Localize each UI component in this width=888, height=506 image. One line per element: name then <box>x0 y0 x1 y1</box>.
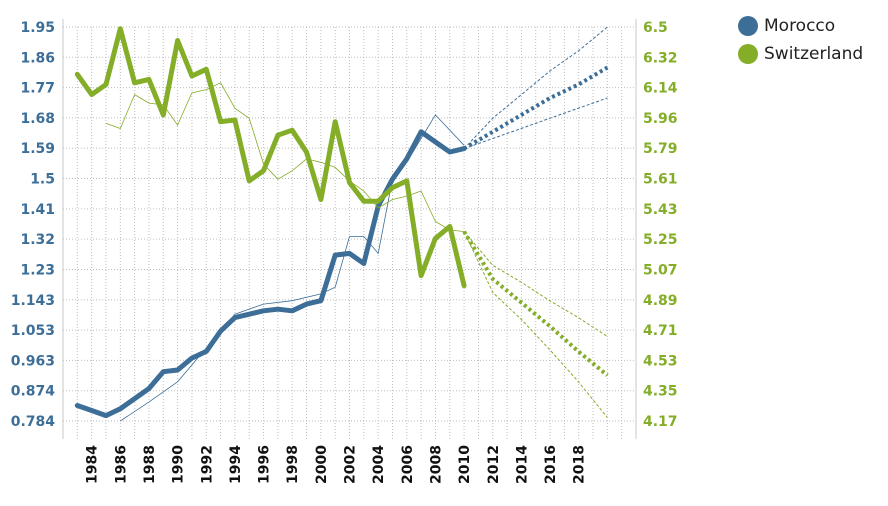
y-right-tick-label: 5.07 <box>643 262 678 278</box>
y-right-tick-label: 5.96 <box>643 111 678 127</box>
x-tick-label: 1994 <box>228 445 244 484</box>
series-layer <box>74 26 609 422</box>
x-tick-label: 2010 <box>457 445 473 484</box>
switzerland-series-line <box>74 26 467 289</box>
y-left-tick-label: 1.59 <box>20 141 55 157</box>
y-left-tick-label: 1.41 <box>20 202 55 218</box>
x-tick-label: 1996 <box>257 445 273 484</box>
switzerland-forecast-line <box>462 230 609 377</box>
x-tick-label: 2018 <box>572 445 588 484</box>
y-left-tick-label: 1.86 <box>20 50 55 66</box>
legend-label-morocco: Morocco <box>764 16 836 36</box>
morocco-forecast-lower <box>463 97 608 150</box>
legend-item-morocco[interactable]: Morocco <box>738 12 863 40</box>
x-tick-label: 1990 <box>171 445 187 484</box>
y-left-tick-label: 1.32 <box>20 232 55 248</box>
y-right-tick-label: 4.35 <box>643 384 678 400</box>
y-left-tick-label: 0.784 <box>11 414 56 430</box>
x-tick-label: 2012 <box>486 445 502 484</box>
x-tick-label: 2002 <box>343 445 359 484</box>
x-tick-label: 1986 <box>113 445 129 484</box>
y-left-tick-label: 1.77 <box>20 81 55 97</box>
y-right-tick-label: 6.14 <box>643 81 678 97</box>
x-tick-label: 1988 <box>142 445 158 484</box>
x-tick-label: 2004 <box>371 445 387 484</box>
x-tick-label: 1992 <box>199 445 215 484</box>
switzerland-forecast-lower <box>463 231 608 418</box>
y-left-tick-label: 1.5 <box>30 172 55 188</box>
left-axis: 1.95 1.86 1.77 1.68 1.59 1.5 1.41 1.32 1.23 1.143… <box>11 19 64 439</box>
y-left-tick-label: 1.95 <box>20 20 55 36</box>
x-tick-label: 2000 <box>314 445 330 484</box>
y-right-tick-label: 5.61 <box>643 172 678 188</box>
y-right-tick-label: 5.43 <box>643 202 678 218</box>
y-left-tick-label: 1.053 <box>11 323 55 339</box>
y-left-tick-label: 0.963 <box>11 353 55 369</box>
switzerland-forecast-upper <box>463 231 608 337</box>
legend-swatch-morocco <box>738 16 758 36</box>
y-right-tick-label: 4.53 <box>643 353 678 369</box>
y-right-tick-label: 4.17 <box>643 414 678 430</box>
y-right-tick-label: 6.5 <box>643 20 668 36</box>
x-axis: 1984 1986 1988 1990 1992 1994 1996 1998 2000 2002… <box>85 445 588 484</box>
x-tick-label: 2014 <box>514 445 530 484</box>
y-left-tick-label: 0.874 <box>11 384 56 400</box>
y-right-tick-label: 6.32 <box>643 50 678 66</box>
grid <box>63 26 636 439</box>
x-tick-label: 1998 <box>285 445 301 484</box>
y-left-tick-label: 1.143 <box>11 293 55 309</box>
x-tick-label: 2006 <box>400 445 416 484</box>
x-tick-label: 2008 <box>428 445 444 484</box>
right-axis: 6.5 6.32 6.14 5.96 5.79 5.61 5.43 5.25 5.07 4.89 4… <box>635 19 678 439</box>
y-right-tick-label: 4.89 <box>643 293 678 309</box>
morocco-series-line <box>74 129 467 419</box>
x-tick-label: 2016 <box>543 445 559 484</box>
y-right-tick-label: 5.79 <box>643 141 678 157</box>
legend-item-switzerland[interactable]: Switzerland <box>738 40 863 68</box>
y-right-tick-label: 5.25 <box>643 232 678 248</box>
y-left-tick-label: 1.68 <box>20 111 55 127</box>
legend-label-switzerland: Switzerland <box>764 44 864 64</box>
legend-swatch-switzerland <box>738 44 758 64</box>
morocco-forecast-upper <box>463 26 608 149</box>
legend: Morocco Switzerland <box>738 12 863 68</box>
y-right-tick-label: 4.71 <box>643 323 678 339</box>
y-left-tick-label: 1.23 <box>20 262 55 278</box>
x-tick-label: 1984 <box>85 445 101 484</box>
